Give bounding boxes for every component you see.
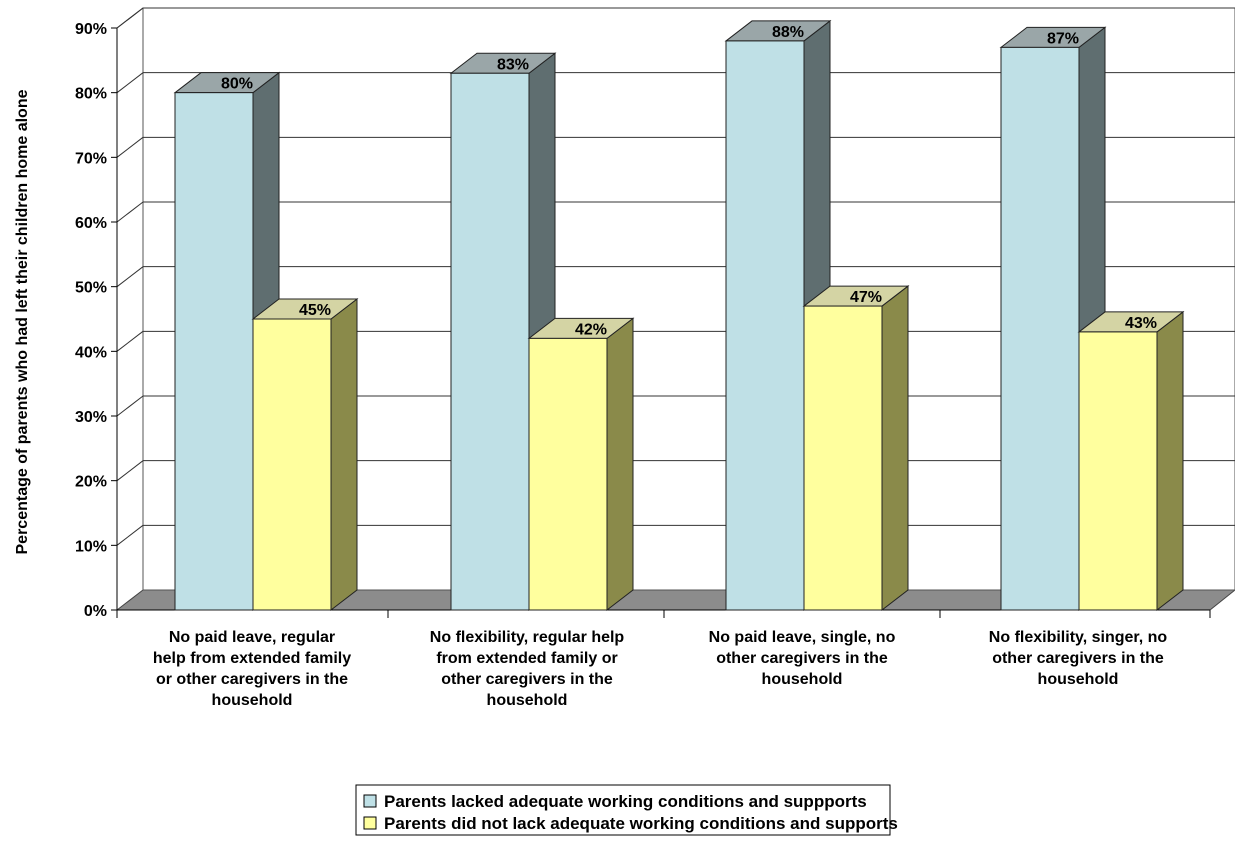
legend-box	[355, 784, 891, 836]
y-axis-title: Percentage of parents who had left their…	[14, 89, 31, 554]
legend-swatch	[363, 794, 377, 808]
x-category-label-line: or other caregivers in the	[156, 671, 348, 688]
bar	[450, 72, 530, 611]
x-category-label-line: other caregivers in the	[992, 650, 1164, 667]
x-category-label-line: No flexibility, regular help	[430, 629, 625, 646]
x-category-label-line: help from extended family	[153, 650, 351, 667]
bar	[252, 318, 332, 611]
data-label: 83%	[497, 56, 529, 73]
data-label: 88%	[772, 24, 804, 41]
gridline-side	[116, 266, 144, 288]
gridline-side	[116, 330, 144, 352]
gridline-side	[116, 460, 144, 482]
bar-side	[881, 285, 909, 612]
bar	[528, 337, 608, 611]
bar	[1078, 331, 1158, 611]
x-category-label: No flexibility, regular help from extende…	[430, 629, 625, 709]
x-category-label-line: No paid leave, single, no	[709, 629, 896, 646]
legend-swatch	[363, 816, 377, 830]
data-label: 42%	[575, 321, 607, 338]
legend-label: Parents did not lack adequate working co…	[384, 814, 898, 833]
x-category-label-line: household	[1038, 671, 1119, 688]
gridline-side	[116, 395, 144, 417]
x-category-label-line: other caregivers in the	[441, 671, 613, 688]
y-tick-label: 90%	[75, 21, 107, 38]
x-category-label: No paid leave, regular help from extended…	[153, 629, 351, 709]
x-category-label-line: household	[487, 692, 568, 709]
bar	[803, 305, 883, 611]
y-tick-label: 50%	[75, 280, 107, 297]
y-tick-label: 10%	[75, 538, 107, 555]
x-category-label: No paid leave, single, no other caregiver…	[709, 629, 896, 688]
bar-side	[606, 317, 634, 612]
data-label: 47%	[850, 289, 882, 306]
bar	[174, 92, 254, 611]
y-tick-label: 60%	[75, 215, 107, 232]
data-label: 87%	[1047, 30, 1079, 47]
y-tick-label: 30%	[75, 409, 107, 426]
gridline-side	[116, 524, 144, 546]
x-category-label-line: from extended family or	[436, 650, 617, 667]
x-category-label-line: household	[212, 692, 293, 709]
legend-label: Parents lacked adequate working conditio…	[384, 792, 867, 811]
y-axis-top-edge	[116, 7, 144, 29]
x-category-label-line: other caregivers in the	[716, 650, 888, 667]
x-category-label: No flexibility, singer, no other caregive…	[989, 629, 1168, 688]
data-label: 45%	[299, 302, 331, 319]
x-category-label-line: No flexibility, singer, no	[989, 629, 1168, 646]
y-tick-label: 80%	[75, 86, 107, 103]
y-tick-label: 70%	[75, 150, 107, 167]
bar	[725, 40, 805, 611]
bar	[1000, 46, 1080, 611]
y-tick-label: 20%	[75, 474, 107, 491]
x-category-label-line: No paid leave, regular	[169, 629, 335, 646]
data-label: 80%	[221, 76, 253, 93]
y-tick-label: 0%	[84, 603, 107, 620]
data-label: 43%	[1125, 315, 1157, 332]
gridline-side	[116, 201, 144, 223]
gridline-side	[116, 72, 144, 94]
x-category-label-line: household	[762, 671, 843, 688]
y-tick-label: 40%	[75, 344, 107, 361]
gridline-side	[116, 136, 144, 158]
bar-side	[330, 297, 358, 612]
bar-side	[1156, 310, 1184, 612]
